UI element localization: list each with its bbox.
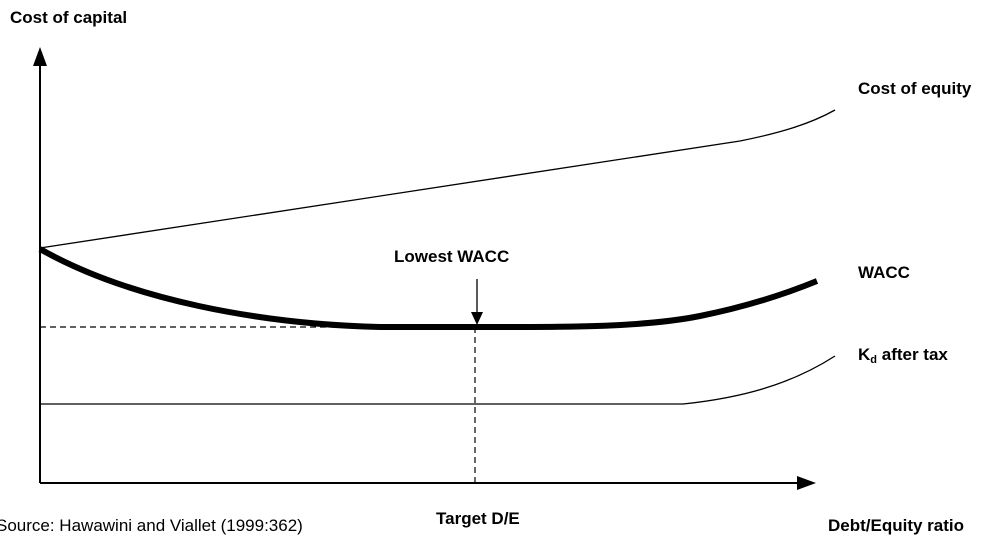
- lowest-wacc-label: Lowest WACC: [394, 247, 509, 266]
- kd-after-tax-curve: [40, 355, 836, 405]
- wacc-label: WACC: [858, 263, 910, 282]
- kd-after-tax-text: after tax: [877, 345, 948, 364]
- kd-after-tax-label: Kd after tax: [858, 345, 948, 366]
- x-axis-label: Debt/Equity ratio: [828, 516, 964, 535]
- target-de-label: Target D/E: [436, 509, 520, 528]
- cost-of-equity-curve: [39, 109, 836, 249]
- kd-subscript: d: [870, 354, 877, 366]
- source-citation: Source: Hawawini and Viallet (1999:362): [0, 516, 303, 535]
- lowest-wacc-pointer-arrowhead: [471, 312, 483, 325]
- cost-of-equity-label: Cost of equity: [858, 79, 972, 98]
- wacc-curve: [38, 246, 819, 331]
- y-axis-arrowhead: [33, 47, 47, 66]
- kd-main: K: [858, 345, 871, 364]
- y-axis-label: Cost of capital: [10, 8, 127, 27]
- x-axis-arrowhead: [797, 476, 816, 490]
